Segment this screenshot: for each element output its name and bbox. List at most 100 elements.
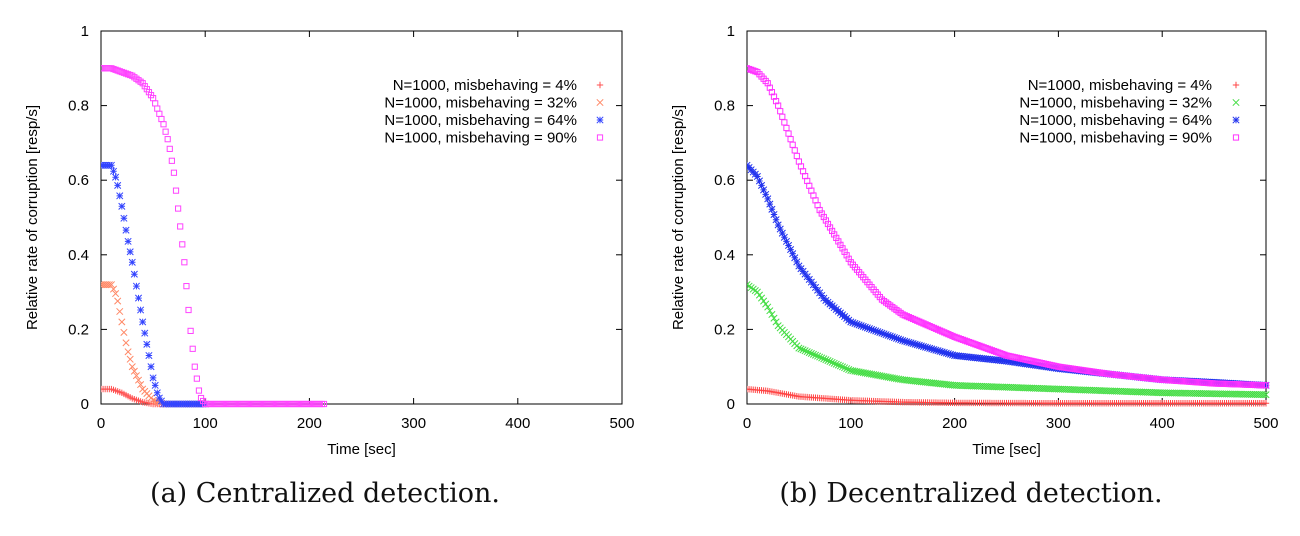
data-point — [835, 238, 842, 245]
data-point — [822, 217, 829, 224]
data-point — [753, 172, 761, 181]
legend-marker — [596, 134, 604, 141]
data-point — [820, 213, 827, 221]
data-point — [957, 335, 964, 343]
data-point — [907, 314, 915, 322]
data-point — [155, 394, 163, 402]
data-point — [912, 316, 919, 323]
data-point — [151, 381, 159, 389]
data-point — [795, 344, 803, 352]
data-point — [921, 343, 930, 351]
data-point — [774, 221, 782, 229]
data-point — [750, 67, 757, 74]
data-point — [137, 306, 145, 314]
data-point — [959, 336, 967, 343]
data-point — [112, 290, 120, 298]
data-point — [154, 105, 161, 112]
data-point — [926, 323, 933, 330]
data-point — [124, 237, 132, 245]
data-point — [924, 344, 932, 352]
data-point — [764, 195, 772, 203]
data-point — [179, 241, 186, 248]
data-point — [919, 343, 928, 351]
data-point — [153, 389, 161, 397]
x-tick-label: 500 — [609, 415, 634, 432]
data-point — [753, 288, 761, 296]
data-point — [1262, 400, 1270, 407]
y-tick-label: 0.2 — [68, 321, 89, 338]
y-tick-label: 0.2 — [714, 321, 735, 338]
data-point — [132, 282, 140, 290]
data-point — [114, 297, 122, 305]
y-tick-label: 0 — [727, 396, 735, 413]
data-point — [833, 234, 840, 241]
data-point — [108, 65, 115, 72]
data-point — [814, 352, 822, 360]
data-point — [787, 246, 795, 254]
series-3 — [101, 161, 209, 408]
data-point — [870, 326, 878, 334]
data-point — [805, 348, 813, 357]
data-point — [766, 307, 774, 315]
data-point — [132, 372, 140, 380]
caption-b: (b) Decentralized detection. — [779, 478, 1163, 509]
x-tick-label: 400 — [1150, 415, 1175, 432]
data-point — [899, 337, 907, 345]
y-axis-label: Relative rate of corruption [resp/s] — [24, 105, 41, 330]
data-point — [187, 327, 194, 334]
data-point — [922, 321, 929, 328]
data-point — [839, 245, 846, 252]
data-point — [122, 70, 130, 77]
data-point — [120, 69, 128, 76]
y-tick-label: 1 — [727, 23, 735, 40]
series-1 — [747, 385, 1270, 407]
data-point — [195, 387, 203, 394]
data-point — [899, 311, 906, 318]
data-point — [978, 343, 985, 350]
data-point — [930, 324, 937, 332]
data-point — [826, 357, 834, 366]
data-point — [915, 341, 923, 349]
legend-marker — [596, 81, 604, 89]
y-tick-label: 0.4 — [714, 247, 735, 264]
data-point — [932, 325, 940, 332]
x-tick-label: 400 — [505, 415, 530, 432]
data-point — [772, 216, 780, 224]
data-point — [151, 397, 159, 405]
data-point — [124, 348, 132, 356]
data-point — [791, 147, 798, 154]
data-point — [776, 225, 784, 233]
data-point — [878, 329, 886, 337]
data-point — [986, 346, 993, 353]
data-point — [149, 374, 157, 382]
data-point — [768, 310, 776, 319]
data-point — [120, 328, 128, 336]
data-point — [841, 248, 848, 255]
data-point — [158, 115, 165, 123]
data-point — [920, 320, 927, 327]
data-point — [784, 241, 793, 250]
data-point — [803, 348, 811, 356]
data-point — [936, 347, 944, 355]
data-point — [824, 357, 832, 365]
data-point — [888, 333, 896, 341]
data-point — [193, 375, 200, 382]
data-point — [128, 363, 136, 371]
data-point — [832, 360, 840, 368]
data-point — [789, 141, 796, 148]
plot-frame — [100, 30, 623, 405]
data-point — [134, 376, 143, 384]
data-point — [940, 348, 948, 357]
data-point — [177, 223, 184, 230]
data-point — [139, 318, 147, 326]
data-point — [134, 294, 143, 302]
data-point — [841, 364, 849, 372]
data-point — [126, 248, 134, 256]
data-point — [768, 205, 776, 213]
chart-a: 0 100 200 300 400 500 0 0.2 0.4 0.6 0.8 1 Time [sec]… — [24, 23, 635, 458]
y-tick-label: 0.8 — [714, 98, 735, 115]
data-point — [997, 350, 1004, 357]
series-3 — [747, 161, 1270, 389]
data-point — [112, 66, 119, 73]
data-point — [913, 341, 921, 349]
